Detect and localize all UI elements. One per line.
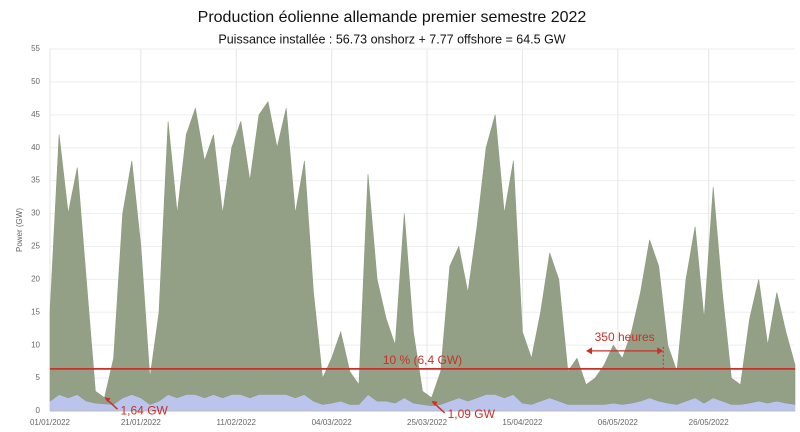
x-tick-label: 11/02/2022 bbox=[217, 418, 257, 427]
y-tick-label: 30 bbox=[31, 209, 40, 218]
x-tick-label: 26/05/2022 bbox=[689, 418, 730, 427]
y-tick-label: 55 bbox=[31, 44, 40, 53]
y-tick-label: 10 bbox=[31, 340, 40, 349]
span-arrowhead bbox=[586, 347, 593, 355]
y-tick-label: 45 bbox=[31, 110, 40, 119]
y-tick-label: 50 bbox=[31, 77, 40, 86]
x-tick-label: 04/03/2022 bbox=[312, 418, 353, 427]
x-tick-label: 21/01/2022 bbox=[121, 418, 162, 427]
y-tick-label: 35 bbox=[31, 176, 40, 185]
y-tick-label: 0 bbox=[36, 406, 41, 415]
y-tick-label: 40 bbox=[31, 143, 40, 152]
span-label: 350 heures bbox=[595, 330, 655, 344]
y-tick-label: 20 bbox=[31, 274, 40, 283]
annotation-label: 1,09 GW bbox=[448, 407, 496, 421]
y-axis-label: Power (GW) bbox=[15, 208, 24, 252]
annotation-arrowhead bbox=[104, 397, 111, 403]
x-tick-label: 25/03/2022 bbox=[407, 418, 448, 427]
x-tick-label: 15/04/2022 bbox=[502, 418, 543, 427]
x-tick-label: 01/01/2022 bbox=[30, 418, 71, 427]
area bbox=[49, 100, 796, 407]
x-tick-label: 06/05/2022 bbox=[598, 418, 639, 427]
annotation-arrowhead bbox=[431, 400, 438, 406]
y-tick-label: 5 bbox=[36, 373, 41, 382]
chart-title: Production éolienne allemande premier se… bbox=[198, 9, 587, 26]
y-tick-label: 25 bbox=[31, 242, 40, 251]
reference-label: 10 % (6,4 GW) bbox=[383, 353, 462, 367]
span-arrowhead bbox=[657, 347, 664, 355]
y-tick-label: 15 bbox=[31, 307, 40, 316]
annotation-label: 1,64 GW bbox=[121, 403, 169, 417]
chart-subtitle: Puissance installée : 56.73 onshorz + 7.… bbox=[218, 32, 565, 46]
